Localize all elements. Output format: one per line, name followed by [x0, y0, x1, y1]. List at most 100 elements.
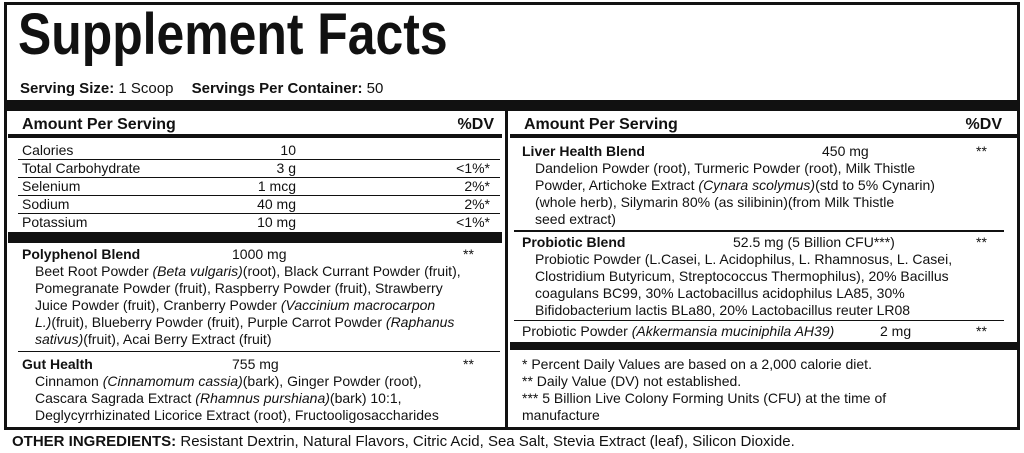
blend-dv: ** — [976, 234, 987, 250]
text: Resistant Dextrin, Natural Flavors, Citr… — [176, 433, 795, 450]
text: Cascara Sagrada Extract — [35, 390, 196, 406]
italic-text: (Cynara scolymus) — [698, 177, 816, 193]
nutrient-amount: 40 mg — [257, 196, 296, 212]
label: Servings Per Container: — [191, 80, 363, 97]
blend-amount: 450 mg — [822, 143, 869, 159]
blend-dv: ** — [976, 143, 987, 159]
description-line: Powder, Artichoke Extract (Cynara scolym… — [535, 177, 935, 194]
serving-line: Serving Size: 1 Scoop Servings Per Conta… — [20, 80, 383, 97]
blend-amount: 1000 mg — [232, 246, 287, 262]
text: coagulans BC99, 30% Lactobacillus acidop… — [535, 285, 905, 301]
rule — [18, 195, 500, 196]
description-line: Beet Root Powder (Beta vulgaris)(root), … — [35, 263, 461, 280]
text: Probiotic Powder — [522, 323, 632, 339]
italic-text: (Cinnamomum cassia) — [102, 373, 243, 389]
rule — [8, 232, 502, 243]
border-left — [4, 2, 7, 430]
text: Bifidobacterium lactis BLa80, 20% Lactob… — [535, 302, 911, 318]
description-line: Cascara Sagrada Extract (Rhamnus purshia… — [35, 390, 402, 407]
rule — [18, 213, 500, 214]
italic-text: (Raphanus — [385, 314, 455, 330]
heading: Amount Per Serving — [22, 116, 176, 133]
value: 50 — [366, 80, 384, 97]
text: Pomegranate Powder (fruit), Raspberry Po… — [35, 280, 443, 296]
border-right — [1017, 2, 1020, 430]
footnote: ** Daily Value (DV) not established. — [522, 373, 742, 389]
rule — [18, 351, 500, 352]
nutrient-amount: 10 — [280, 142, 296, 158]
italic-text: (Rhamnus purshiana) — [195, 390, 330, 406]
blend-name: Probiotic Blend — [522, 234, 626, 250]
text: Clostridium Butyricum, Streptococcus The… — [535, 268, 949, 284]
blend-dv: ** — [976, 323, 987, 339]
footnote: *** 5 Billion Live Colony Forming Units … — [522, 390, 887, 406]
blend-name: Gut Health — [22, 356, 93, 372]
nutrient-name: Total Carbohydrate — [22, 160, 141, 176]
rule — [514, 320, 1004, 321]
description-line: Probiotic Powder (L.Casei, L. Acidophilu… — [535, 251, 952, 268]
rule — [18, 177, 500, 178]
other-ingredients: OTHER INGREDIENTS: Resistant Dextrin, Na… — [12, 433, 795, 450]
blend-name: Probiotic Powder (Akkermansia muciniphil… — [522, 323, 834, 340]
heading: Amount Per Serving — [524, 116, 678, 133]
blend-name: Liver Health Blend — [522, 143, 645, 159]
column-divider — [505, 111, 508, 428]
description-line: Dandelion Powder (root), Turmeric Powder… — [535, 160, 915, 177]
description-line: Pomegranate Powder (fruit), Raspberry Po… — [35, 280, 443, 297]
nutrient-dv: 2%* — [464, 178, 490, 194]
thick-rule — [6, 100, 1018, 111]
text: Beet Root Powder — [35, 263, 153, 279]
rule — [18, 159, 500, 160]
footnote: * Percent Daily Values are based on a 2,… — [522, 356, 872, 372]
nutrient-dv: <1%* — [456, 214, 490, 230]
label: Serving Size: — [20, 80, 115, 97]
text: (whole herb), Silymarin 80% (as silibini… — [535, 194, 895, 210]
description-line: seed extract) — [535, 211, 616, 228]
heading-dv: %DV — [457, 116, 494, 133]
text: Juice Powder (fruit), Cranberry Powder — [35, 297, 281, 313]
heading-dv: %DV — [965, 116, 1002, 133]
italic-text: sativus) — [35, 331, 84, 347]
blend-amount: 2 mg — [880, 323, 912, 339]
blend-amount: 755 mg — [232, 356, 279, 372]
title: Supplement Facts — [18, 2, 448, 67]
description-line: L.)(fruit), Blueberry Powder (fruit), Pu… — [35, 314, 454, 331]
nutrient-dv: <1%* — [456, 160, 490, 176]
rule — [514, 230, 1004, 232]
nutrient-name: Sodium — [22, 196, 70, 212]
nutrient-name: Calories — [22, 142, 74, 158]
description-line: Clostridium Butyricum, Streptococcus The… — [535, 268, 949, 285]
text: Dandelion Powder (root), Turmeric Powder… — [535, 160, 916, 176]
text: (fruit), Blueberry Powder (fruit), Purpl… — [51, 314, 386, 330]
text: seed extract) — [535, 211, 616, 227]
rule — [8, 134, 502, 138]
text: (std to 5% Cynarin) — [815, 177, 935, 193]
nutrient-name: Potassium — [22, 214, 88, 230]
nutrient-amount: 10 mg — [257, 214, 296, 230]
text: Powder, Artichoke Extract — [535, 177, 699, 193]
nutrient-name: Selenium — [22, 178, 81, 194]
text: Deglycyrrhizinated Licorice Extract (roo… — [35, 407, 439, 423]
description-line: (whole herb), Silymarin 80% (as silibini… — [535, 194, 894, 211]
description-line: coagulans BC99, 30% Lactobacillus acidop… — [535, 285, 905, 302]
description-line: Juice Powder (fruit), Cranberry Powder (… — [35, 297, 435, 314]
description-line: Deglycyrrhizinated Licorice Extract (roo… — [35, 407, 439, 424]
border-bottom — [4, 427, 1020, 430]
nutrient-dv: 2%* — [464, 196, 490, 212]
blend-amount: 52.5 mg (5 Billion CFU***) — [733, 234, 895, 250]
text: Probiotic Powder (L.Casei, L. Acidophilu… — [535, 251, 953, 267]
footnote: manufacture — [522, 407, 600, 423]
description-line: Cinnamon (Cinnamomum cassia)(bark), Ging… — [35, 373, 422, 390]
italic-text: L.) — [35, 314, 52, 330]
rule — [510, 134, 1018, 138]
description-line: sativus)(fruit), Acai Berry Extract (fru… — [35, 331, 271, 348]
text: (bark) 10:1, — [329, 390, 402, 406]
rule — [510, 342, 1018, 350]
text: (fruit), Acai Berry Extract (fruit) — [83, 331, 272, 347]
blend-name: Polyphenol Blend — [22, 246, 141, 262]
value: 1 Scoop — [118, 80, 174, 97]
italic-text: (Vaccinium macrocarpon — [280, 297, 436, 313]
nutrient-amount: 1 mcg — [257, 178, 296, 194]
blend-dv: ** — [463, 356, 474, 372]
